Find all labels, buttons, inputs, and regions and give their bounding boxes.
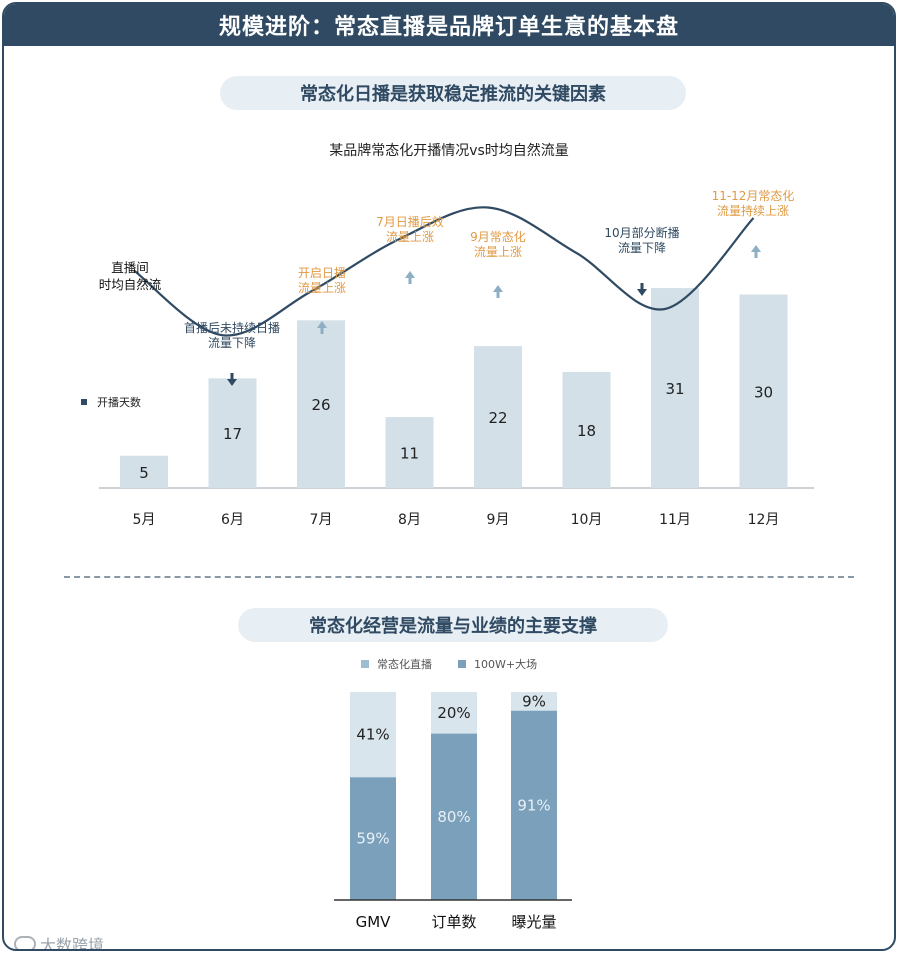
bar (474, 346, 522, 488)
stack-segment (350, 692, 396, 778)
segment-label: 20% (437, 704, 470, 722)
bar-value-label: 26 (311, 396, 330, 414)
legend-swatch (458, 660, 466, 668)
arrow-up-icon (317, 321, 327, 334)
brand-logo-icon (14, 936, 36, 949)
arrow-up-icon (493, 285, 503, 298)
curve-label: 时均自然流 (99, 277, 162, 292)
x-tick-label: 7月 (310, 512, 333, 528)
annotation-text: 流量上涨 (298, 280, 346, 295)
x-tick-label: 曝光量 (511, 913, 556, 931)
annotation-text: 9月常态化 (470, 230, 526, 244)
segment-label: 91% (517, 796, 550, 814)
bar-value-label: 22 (488, 409, 507, 427)
x-tick-label: 11月 (659, 512, 691, 528)
x-tick-label: 9月 (487, 512, 510, 528)
arrow-up-icon (751, 245, 761, 258)
section-title-1: 常态化日播是获取稳定推流的关键因素 (220, 76, 686, 110)
segment-label: 59% (356, 830, 389, 848)
bar-value-label: 11 (400, 445, 419, 463)
legend-swatch (361, 660, 369, 668)
annotation-text: 11-12月常态化 (712, 189, 795, 203)
arrow-up-icon (405, 271, 415, 284)
bar (739, 294, 788, 488)
x-tick-label: 5月 (133, 512, 156, 528)
legend-label: 100W+大场 (474, 657, 537, 671)
x-tick-label: GMV (356, 913, 392, 931)
annotation-text: 10月部分断播 (604, 225, 679, 240)
bar (120, 455, 168, 488)
stack-segment (350, 777, 396, 900)
section-divider (64, 576, 854, 578)
bar (297, 320, 345, 488)
annotation-text: 流量上涨 (474, 244, 522, 259)
annotation-text: 7月日播后效 (376, 214, 444, 229)
segment-label: 80% (437, 808, 470, 826)
traffic-curve (133, 206, 755, 337)
stack-segment (511, 710, 557, 900)
x-tick-label: 6月 (221, 512, 244, 528)
bar-value-label: 5 (139, 464, 149, 482)
x-tick-label: 12月 (748, 512, 780, 528)
section-title-2: 常态化经营是流量与业绩的主要支撑 (238, 608, 668, 642)
bar-value-label: 18 (577, 422, 596, 440)
chart-title: 某品牌常态化开播情况vs时均自然流量 (329, 143, 569, 159)
x-tick-label: 10月 (571, 512, 603, 528)
daily-broadcast-chart: 5 5月 17 6月 26 7月 11 8月 22 9月 18 10月 31 11月 30 12月 开播天数 直播… (81, 189, 814, 528)
watermark-text: 大数跨境 (40, 936, 105, 951)
bar-value-label: 17 (223, 425, 242, 443)
legend-swatch (81, 399, 87, 405)
bar-value-label: 31 (665, 380, 684, 398)
x-tick-label: 8月 (398, 512, 421, 528)
watermark: 大数跨境 (14, 932, 105, 951)
legend-label: 开播天数 (97, 395, 141, 409)
annotation-text: 流量下降 (618, 241, 666, 255)
x-tick-label: 订单数 (431, 913, 476, 931)
bar (651, 288, 699, 488)
segment-label: 41% (356, 726, 389, 744)
bar (562, 371, 611, 488)
arrow-down-icon (637, 283, 647, 296)
segment-label: 9% (522, 692, 546, 710)
annotation-text: 流量持续上涨 (717, 203, 789, 218)
bar (385, 417, 434, 488)
bar-value-label: 30 (754, 383, 773, 401)
annotation-text: 开启日播 (298, 266, 346, 280)
arrow-down-icon (227, 373, 237, 386)
stack-segment (431, 733, 477, 900)
stack-segment (431, 692, 477, 734)
stacked-share-chart: 常态化直播 100W+大场 41% 59% GMV 20% 80% 订单数 9% 91% 曝光量 (334, 657, 572, 931)
annotation-text: 流量上涨 (386, 229, 434, 244)
annotation-text: 首播后未持续日播 (184, 320, 280, 335)
curve-label: 直播间 (111, 260, 149, 275)
legend-label: 常态化直播 (377, 657, 432, 671)
annotation-text: 流量下降 (208, 336, 256, 350)
bar (208, 378, 257, 488)
page-title: 规模进阶：常态直播是品牌订单生意的基本盘 (4, 4, 894, 46)
stack-segment (511, 692, 557, 711)
